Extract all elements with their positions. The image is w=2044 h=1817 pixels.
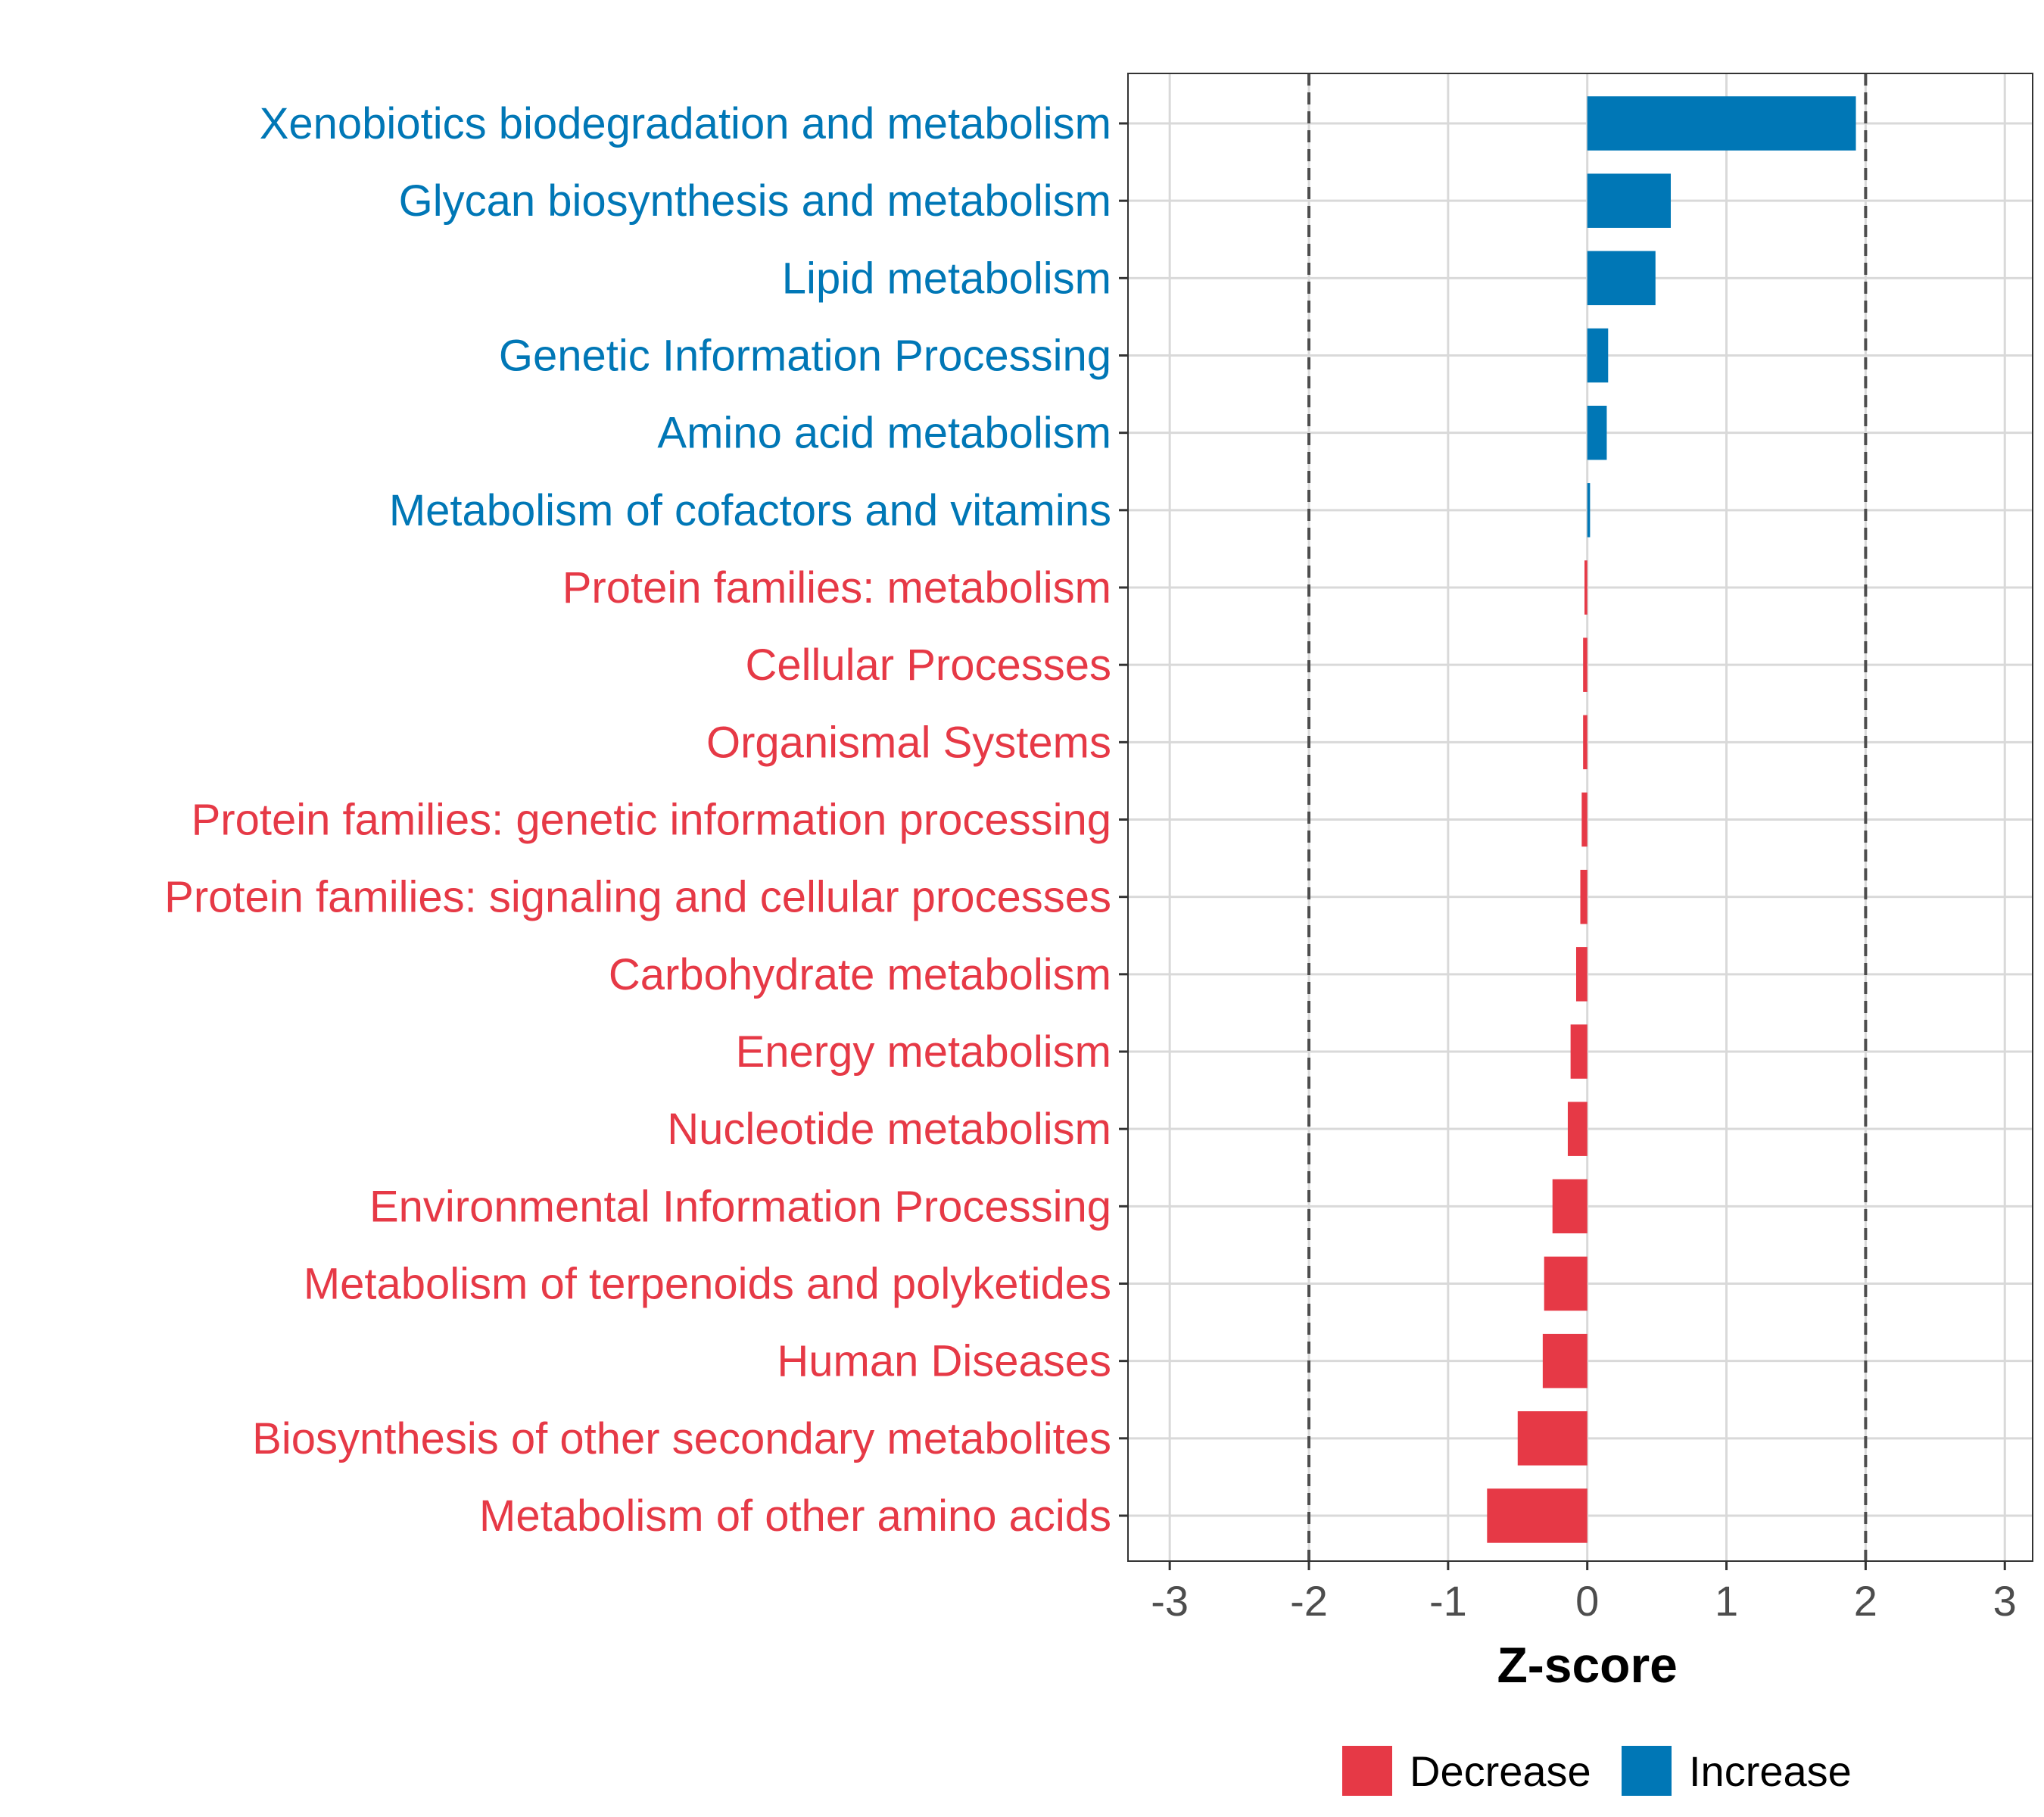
category-label: Metabolism of terpenoids and polyketides xyxy=(304,1260,1111,1309)
x-tick-label: 2 xyxy=(1854,1577,1877,1625)
x-tick-label: -1 xyxy=(1429,1577,1467,1625)
bar-human-diseases xyxy=(1542,1333,1588,1388)
category-label: Human Diseases xyxy=(777,1337,1111,1386)
bar-genetic-information-processing xyxy=(1587,328,1609,383)
category-label: Amino acid metabolism xyxy=(657,409,1111,458)
reference-lines xyxy=(1307,73,1868,1561)
x-tick-label: -3 xyxy=(1151,1577,1189,1625)
bar-amino-acid-metabolism xyxy=(1587,405,1607,460)
x-axis-ticks: -3 -2 -1 0 1 2 3 xyxy=(1151,1561,2017,1625)
legend-label-increase: Increase xyxy=(1689,1747,1852,1795)
bar-protein-families-metabolism xyxy=(1584,560,1588,615)
category-label: Protein families: signaling and cellular… xyxy=(164,873,1111,922)
bar-energy-metabolism xyxy=(1570,1024,1588,1079)
bar-metabolism-of-cofactors-and-vitamins xyxy=(1587,483,1591,538)
bar-environmental-information-processing xyxy=(1552,1179,1588,1234)
category-label: Organismal Systems xyxy=(706,718,1111,767)
bar-protein-families-genetic-information-processing xyxy=(1581,792,1588,847)
category-label: Biosynthesis of other secondary metaboli… xyxy=(252,1414,1111,1463)
category-label: Metabolism of other amino acids xyxy=(479,1491,1111,1541)
category-label: Protein families: metabolism xyxy=(562,563,1111,612)
x-axis-title: Z-score xyxy=(1497,1637,1677,1693)
bar-nucleotide-metabolism xyxy=(1567,1102,1588,1156)
category-label: Genetic Information Processing xyxy=(499,332,1111,381)
bar-protein-families-signaling-and-cellular-processes xyxy=(1580,869,1588,924)
bar-metabolism-of-other-amino-acids xyxy=(1487,1488,1588,1543)
category-label: Metabolism of cofactors and vitamins xyxy=(389,486,1111,535)
bar-lipid-metabolism xyxy=(1587,251,1656,306)
bar-biosynthesis-of-other-secondary-metabolites xyxy=(1517,1411,1588,1466)
category-label: Glycan biosynthesis and metabolism xyxy=(399,176,1111,226)
bar-cellular-processes xyxy=(1583,637,1588,692)
category-label: Protein families: genetic information pr… xyxy=(192,796,1111,845)
panel-border xyxy=(1127,73,2033,1562)
x-tick-label: -2 xyxy=(1290,1577,1328,1625)
bar-organismal-systems xyxy=(1583,715,1588,770)
legend-swatch-decrease xyxy=(1342,1746,1392,1796)
category-label: Cellular Processes xyxy=(745,640,1111,690)
category-label: Nucleotide metabolism xyxy=(667,1105,1111,1154)
legend-swatch-increase xyxy=(1622,1746,1672,1796)
category-label: Environmental Information Processing xyxy=(369,1182,1111,1231)
bar-glycan-biosynthesis-and-metabolism xyxy=(1587,173,1671,228)
x-tick-label: 3 xyxy=(1993,1577,2017,1625)
bar-carbohydrate-metabolism xyxy=(1575,947,1588,1002)
legend: Decrease Increase xyxy=(1342,1746,1852,1796)
legend-label-decrease: Decrease xyxy=(1410,1747,1591,1795)
y-axis-ticks xyxy=(1119,122,1128,1517)
category-label: Carbohydrate metabolism xyxy=(609,950,1111,999)
category-label: Xenobiotics biodegradation and metabolis… xyxy=(260,99,1111,148)
x-tick-label: 0 xyxy=(1575,1577,1599,1625)
category-label: Energy metabolism xyxy=(736,1027,1111,1077)
x-tick-label: 1 xyxy=(1715,1577,1738,1625)
category-labels: Xenobiotics biodegradation and metabolis… xyxy=(164,99,1111,1541)
bars xyxy=(1487,96,1856,1543)
bar-metabolism-of-terpenoids-and-polyketides xyxy=(1544,1256,1588,1311)
bar-xenobiotics-biodegradation-and-metabolism xyxy=(1587,96,1856,151)
category-label: Lipid metabolism xyxy=(782,254,1111,303)
